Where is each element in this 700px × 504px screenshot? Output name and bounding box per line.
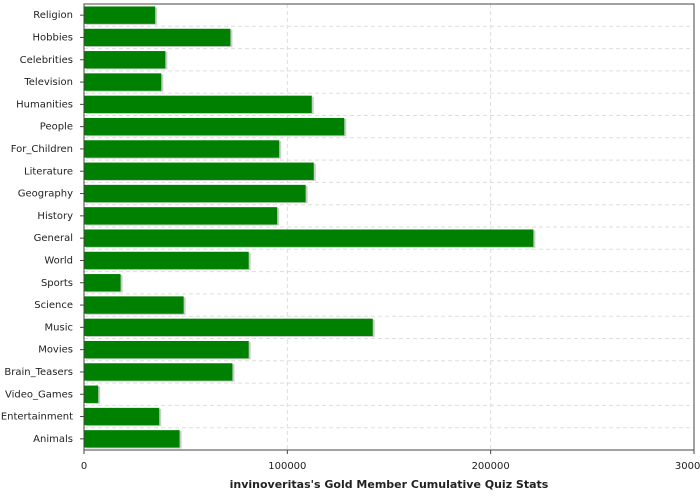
y-tick-label: Music	[45, 322, 73, 333]
plot-frame	[83, 3, 695, 451]
y-tick-label: Celebrities	[20, 55, 73, 66]
bar	[84, 251, 249, 270]
x-tick-label: 100000	[268, 461, 306, 472]
x-tick-label: 200000	[472, 461, 510, 472]
bar	[84, 117, 345, 136]
bar	[84, 51, 166, 69]
bar	[84, 73, 162, 91]
y-tick-label: Animals	[33, 434, 73, 445]
y-tick-label: History	[37, 211, 73, 222]
bar	[84, 229, 534, 247]
x-tick-label: 0	[81, 461, 87, 472]
y-tick-label: Hobbies	[33, 32, 73, 43]
bar	[84, 140, 280, 158]
bar	[84, 296, 184, 314]
y-tick-label: Television	[23, 77, 73, 88]
y-tick-label: Sports	[41, 278, 73, 289]
bar	[84, 385, 99, 403]
bar	[84, 407, 160, 426]
y-tick-label: For_Children	[11, 144, 73, 155]
y-tick-label: Video_Games	[5, 389, 73, 400]
bar	[84, 162, 314, 180]
bar	[84, 28, 231, 47]
y-tick-label: Humanities	[16, 99, 73, 110]
bar	[84, 95, 312, 114]
bar	[84, 363, 233, 381]
y-tick-label: Religion	[33, 10, 73, 21]
y-tick-label: General	[34, 233, 73, 244]
x-tick-label: 300000	[675, 461, 700, 472]
bar	[84, 274, 121, 292]
bar	[84, 340, 249, 359]
bar	[84, 207, 278, 225]
y-tick-label: Geography	[18, 189, 73, 200]
bar	[84, 6, 156, 24]
y-tick-label: Movies	[38, 345, 73, 356]
y-tick-label: People	[40, 122, 73, 133]
y-tick-label: Literature	[24, 166, 73, 177]
y-tick-label: Science	[34, 300, 73, 311]
chart-title: invinoveritas's Gold Member Cumulative Q…	[230, 478, 549, 491]
bar	[84, 184, 306, 203]
y-tick-label: Entertainment	[1, 412, 73, 423]
bar	[84, 430, 180, 448]
y-tick-label: Brain_Teasers	[4, 367, 73, 378]
bar	[84, 318, 373, 337]
y-tick-label: World	[44, 255, 73, 266]
